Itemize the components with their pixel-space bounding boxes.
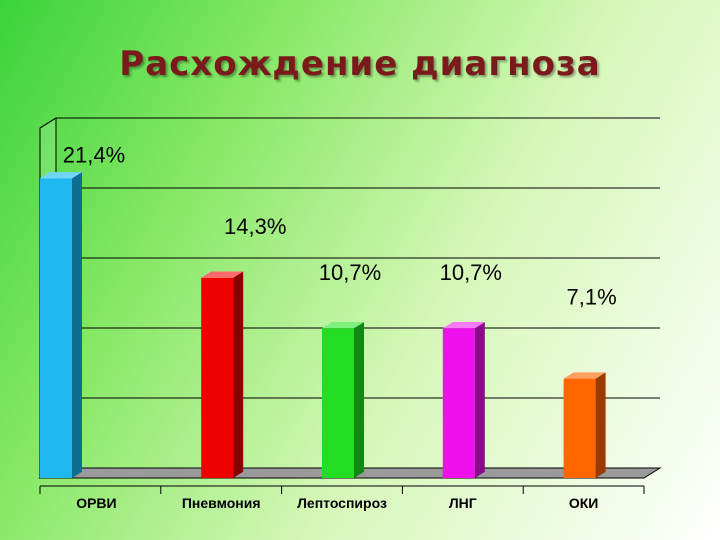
- bar-top-2: [201, 271, 244, 278]
- bar-5: [563, 378, 596, 478]
- bar-side-5: [595, 372, 606, 478]
- data-label-2: 14,3%: [224, 214, 286, 239]
- category-label-1: ОРВИ: [76, 495, 116, 511]
- bar-top-4: [442, 321, 485, 329]
- category-label-3: Лептоспироз: [297, 495, 387, 511]
- category-label-5: ОКИ: [569, 495, 599, 511]
- bar-top-5: [563, 372, 606, 379]
- data-label-1: 21,4%: [63, 142, 125, 167]
- gridline-depth: [39, 117, 57, 129]
- category-label-4: ЛНГ: [449, 495, 477, 511]
- bar-2: [201, 277, 234, 478]
- category-label-2: Пневмония: [182, 495, 261, 511]
- bar-side-2: [233, 271, 244, 478]
- data-label-3: 10,7%: [319, 260, 381, 285]
- bar-4: [442, 328, 475, 478]
- bar-3: [322, 328, 354, 478]
- bar-side-1: [72, 172, 82, 478]
- data-label-5: 7,1%: [567, 285, 617, 310]
- bar-1: [40, 178, 72, 478]
- bar-top-3: [322, 321, 364, 329]
- bar-top-1: [40, 172, 82, 179]
- data-label-4: 10,7%: [440, 260, 502, 285]
- bar-side-4: [474, 321, 485, 478]
- bar-side-3: [354, 321, 364, 478]
- chart-title: Расхождение диагноза: [119, 44, 601, 84]
